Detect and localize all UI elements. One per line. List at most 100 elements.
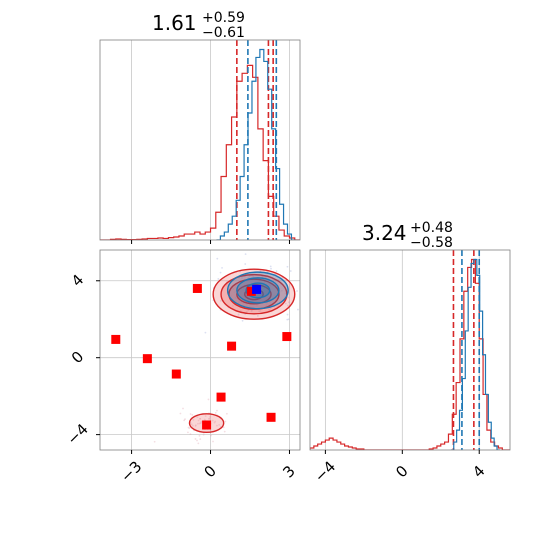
panel-joint-2d: −3 0 3 −4 0 4 <box>63 249 328 486</box>
top-panel-histograms <box>100 40 300 240</box>
sample-point <box>248 275 251 278</box>
sample-point <box>216 409 218 412</box>
red-square-marker <box>142 354 152 364</box>
red-square-marker <box>266 412 276 422</box>
sample-point <box>191 424 194 427</box>
sample-point <box>256 314 259 317</box>
sample-point <box>202 433 205 436</box>
sample-point <box>188 427 191 430</box>
param1-histogram-series-1 <box>216 48 296 240</box>
top-panel-grid <box>131 40 290 240</box>
sample-point <box>269 265 272 268</box>
sample-point <box>284 292 287 295</box>
sample-point <box>210 434 212 437</box>
sample-point <box>214 420 217 423</box>
sample-point <box>199 417 202 420</box>
sample-point <box>244 263 247 265</box>
joint-x-tick-label: 0 <box>200 462 219 481</box>
red-square-marker <box>171 369 181 379</box>
joint-y-tick-label: 0 <box>68 348 87 367</box>
sample-point <box>287 318 290 321</box>
sample-point <box>199 417 201 420</box>
sample-point <box>192 418 195 421</box>
sample-point <box>217 278 220 280</box>
sample-point <box>197 422 199 425</box>
param1-title-value: 1.61 <box>152 11 197 35</box>
sample-point <box>284 302 287 305</box>
joint-y-tick-label: −4 <box>63 420 91 448</box>
sample-point <box>207 398 210 401</box>
sample-point <box>191 413 194 416</box>
right-panel-grid <box>324 250 480 450</box>
sample-point <box>199 422 202 424</box>
sample-point <box>259 310 262 312</box>
red-square-marker <box>216 392 226 402</box>
red-square-marker <box>282 332 292 342</box>
sample-point <box>326 287 328 289</box>
param1-title: 1.61 +0.59 −0.61 <box>152 10 245 41</box>
sample-point <box>286 265 289 268</box>
sample-point <box>268 308 270 311</box>
blue-square-marker <box>252 284 262 294</box>
sample-point <box>190 423 193 426</box>
sample-point <box>286 318 289 321</box>
sample-point <box>214 411 217 414</box>
sample-point <box>189 433 192 436</box>
right-panel-ticks <box>324 450 480 454</box>
red-square-marker <box>246 286 256 296</box>
sample-point <box>208 418 211 420</box>
sample-point <box>183 419 186 422</box>
joint-panel-frame <box>99 249 301 451</box>
joint-x-tick-label: 3 <box>279 462 298 481</box>
sample-point <box>258 310 261 313</box>
joint-y-tick-label: 4 <box>68 271 87 290</box>
param2-title-upper: +0.48 <box>410 220 453 236</box>
right-x-tick-labels: −4 0 4 <box>311 457 489 485</box>
right-panel-histograms <box>310 250 510 450</box>
panel-param2-marginal: −4 0 4 3.24 +0.48 −0.58 <box>309 220 511 486</box>
sample-point <box>250 310 253 312</box>
sample-point <box>222 426 225 429</box>
sample-point <box>219 299 222 302</box>
sample-point <box>247 309 250 312</box>
param2-title-lower: −0.58 <box>410 235 453 251</box>
sample-point <box>189 413 192 415</box>
sample-point <box>286 313 289 316</box>
right-x-tick-label: 4 <box>469 462 488 481</box>
sample-point <box>237 313 240 316</box>
sample-point <box>199 438 202 441</box>
sample-point <box>287 296 290 299</box>
sample-point <box>213 421 216 424</box>
sample-point <box>153 440 156 443</box>
sample-point <box>194 425 197 427</box>
param2-histogram-series-1 <box>450 258 500 450</box>
param1-title-upper: +0.59 <box>202 10 245 26</box>
right-panel-frame <box>309 249 511 451</box>
sample-point <box>203 418 206 421</box>
sample-point <box>269 307 272 310</box>
panel-param1-marginal: 1.61 +0.59 −0.61 <box>99 10 301 244</box>
joint-panel-ticks <box>96 280 290 454</box>
joint-x-tick-labels: −3 0 3 <box>117 457 299 485</box>
joint-panel-content <box>111 253 328 445</box>
sample-point <box>287 301 290 304</box>
sample-point <box>194 438 197 440</box>
sample-point <box>216 424 218 427</box>
param2-title-value: 3.24 <box>362 221 407 245</box>
sample-point <box>241 319 244 322</box>
sample-point <box>244 253 247 256</box>
param1-title-lower: −0.61 <box>202 25 245 41</box>
red-square-marker <box>227 341 237 351</box>
sample-point <box>297 308 299 311</box>
joint-y-tick-labels: −4 0 4 <box>63 271 91 449</box>
sample-point <box>197 419 200 422</box>
sample-point <box>209 416 211 418</box>
sample-point <box>245 310 248 313</box>
sample-point <box>187 426 190 429</box>
sample-point <box>225 412 228 415</box>
sample-point <box>194 424 197 427</box>
sample-point <box>223 430 226 433</box>
red-square-marker <box>202 420 212 430</box>
red-square-marker <box>192 283 202 293</box>
